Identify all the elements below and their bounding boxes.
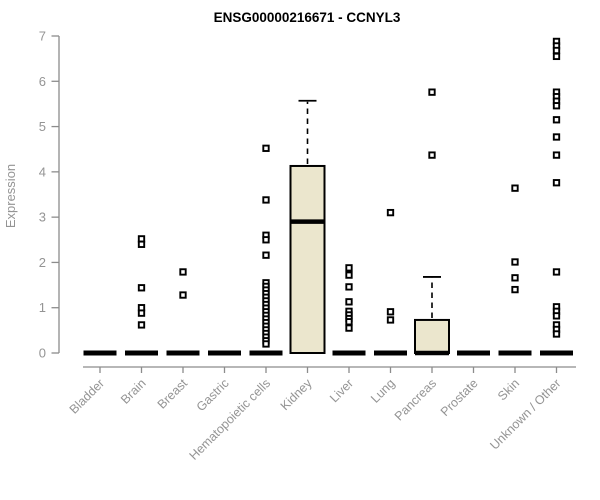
outlier-point — [511, 258, 519, 266]
outlier-point — [179, 268, 187, 276]
outlier-point — [179, 291, 187, 299]
outlier-point — [262, 251, 270, 259]
box — [289, 164, 326, 354]
outlier-point — [386, 308, 395, 316]
box — [414, 318, 450, 355]
outlier-point — [428, 151, 436, 159]
outlier-point — [552, 268, 561, 276]
flat-box — [457, 350, 490, 356]
outlier-point — [345, 298, 353, 306]
y-tick-label: 0 — [39, 346, 46, 361]
outlier-point — [262, 144, 270, 152]
x-tick-label: Gastric — [194, 376, 232, 414]
outlier-point — [262, 236, 270, 244]
flat-box — [249, 350, 283, 356]
x-tick-label: Breast — [155, 376, 191, 412]
outlier-point — [552, 133, 561, 141]
x-tick-label: Prostate — [438, 376, 481, 419]
outlier-point — [262, 340, 270, 348]
outlier-point — [386, 316, 395, 324]
chart-title: ENSG00000216671 - CCNYL3 — [214, 10, 401, 25]
y-tick-label: 4 — [39, 164, 46, 179]
x-tick-label: Brain — [118, 376, 149, 407]
outlier-point — [552, 116, 561, 124]
outlier-point — [345, 283, 353, 291]
outlier-point — [345, 318, 353, 326]
flat-box — [540, 350, 573, 356]
plot-area: 0 1 2 3 4 5 6 7 Bladder Brain Breast GastricHematop… — [39, 29, 576, 463]
outlier-point — [552, 179, 561, 187]
y-tick-label: 7 — [39, 29, 46, 44]
outlier-point — [137, 284, 146, 292]
flat-box — [125, 350, 158, 356]
x-tick-label: Kidney — [278, 376, 315, 413]
outlier-point — [345, 264, 353, 272]
y-tick-label: 3 — [39, 210, 46, 225]
y-axis-label: Expression — [3, 164, 18, 228]
flat-box — [332, 350, 366, 356]
outlier-point — [552, 46, 561, 55]
outlier-point — [345, 271, 353, 279]
flat-box — [374, 350, 407, 356]
outlier-point — [552, 52, 561, 61]
x-tick-label: Skin — [495, 376, 522, 403]
outlier-point — [511, 184, 519, 192]
outlier-point — [137, 321, 146, 329]
outlier-point — [511, 274, 519, 282]
flat-box — [166, 350, 200, 356]
flat-box — [498, 350, 532, 356]
x-tick-label: Liver — [327, 376, 356, 405]
outlier-point — [552, 151, 561, 159]
outlier-point — [345, 324, 353, 332]
x-tick-label: Bladder — [67, 376, 107, 416]
x-tick-label: Lung — [368, 376, 398, 406]
outlier-point — [262, 196, 270, 204]
outlier-point — [552, 312, 561, 320]
y-tick-label: 5 — [39, 119, 46, 134]
y-tick-label: 6 — [39, 74, 46, 89]
outlier-point — [137, 309, 146, 317]
y-tick-label: 1 — [39, 300, 46, 315]
outlier-point — [428, 88, 436, 96]
outlier-point — [511, 285, 519, 294]
x-tick-label: Hematopoietic cells — [187, 376, 274, 463]
y-tick-label: 2 — [39, 255, 46, 270]
outlier-point — [137, 240, 146, 248]
x-tick-label: Pancreas — [392, 376, 439, 423]
x-tick-label: Unknown / Other — [487, 376, 563, 452]
flat-box — [83, 350, 117, 356]
flat-box — [208, 350, 241, 356]
outlier-point — [552, 330, 561, 338]
outlier-point — [386, 208, 395, 217]
outlier-point — [552, 102, 561, 110]
